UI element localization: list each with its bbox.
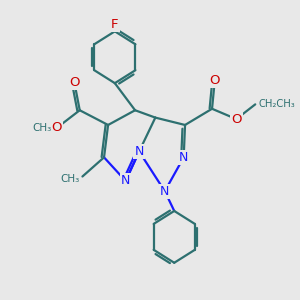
Text: N: N bbox=[179, 151, 188, 164]
Text: O: O bbox=[69, 76, 80, 89]
Text: N: N bbox=[121, 174, 130, 188]
Text: CH₃: CH₃ bbox=[32, 123, 52, 133]
Text: O: O bbox=[209, 74, 220, 87]
Text: CH₃: CH₃ bbox=[61, 174, 80, 184]
Text: N: N bbox=[134, 145, 144, 158]
Text: N: N bbox=[160, 185, 170, 198]
Text: O: O bbox=[231, 112, 242, 126]
Text: CH₂CH₃: CH₂CH₃ bbox=[259, 99, 295, 110]
Text: O: O bbox=[52, 122, 62, 134]
Text: F: F bbox=[111, 18, 118, 32]
